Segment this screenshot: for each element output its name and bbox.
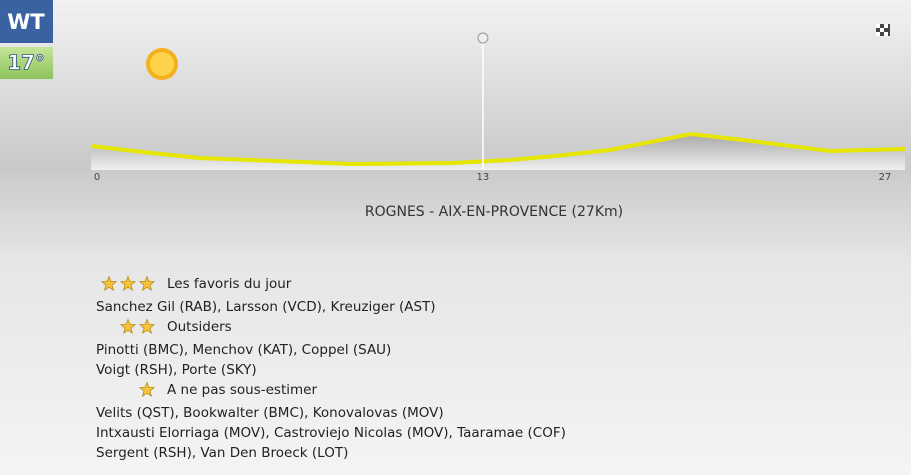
star [138,381,156,398]
rider-line: Sergent (RSH), Van Den Broeck (LOT) [96,445,348,461]
star [100,275,118,292]
finish-flag-icon [876,24,890,36]
x-tick-label: 27 [879,172,892,183]
badge-label: WT [7,10,45,34]
badge-box [0,0,53,43]
route-title: ROGNES - AIX-EN-PROVENCE (27Km) [365,204,623,220]
profile-line [90,131,906,167]
star [119,275,137,292]
rider-line: Voigt (RSH), Porte (SKY) [96,362,257,378]
km-marker-pin [477,32,489,44]
section-title: A ne pas sous-estimer [167,382,317,398]
temp-box [0,47,53,79]
star [138,275,156,292]
rider-line: Pinotti (BMC), Menchov (KAT), Coppel (SA… [96,342,391,358]
star [138,318,156,335]
temperature: 17° [7,51,45,75]
rider-line: Intxausti Elorriaga (MOV), Castroviejo N… [96,425,566,441]
section-title: Outsiders [167,319,232,335]
sun-icon [146,48,178,80]
rider-line: Velits (QST), Bookwalter (BMC), Konovalo… [96,405,444,421]
x-tick-label: 13 [477,172,490,183]
rider-line: Sanchez Gil (RAB), Larsson (VCD), Kreuzi… [96,299,436,315]
section-title: Les favoris du jour [167,276,292,292]
profile-area [91,134,905,170]
x-tick-label: 0 [94,172,100,183]
star [119,318,137,335]
